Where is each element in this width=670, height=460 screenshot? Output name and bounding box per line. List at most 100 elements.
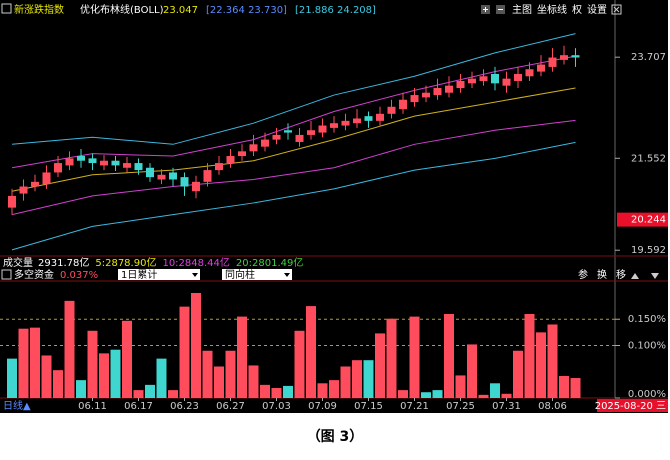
y-tick-label: 0.000%: [628, 389, 666, 400]
bar: [122, 320, 132, 398]
panel-value: 0.037%: [60, 270, 98, 281]
date-label: 2025-08-20 三: [595, 401, 666, 412]
volume-label: 成交量: [3, 256, 33, 269]
y-tick-label: 0.150%: [628, 314, 666, 325]
toolbar-button[interactable]: 换: [597, 268, 607, 281]
x-tick-label: 06.27: [216, 401, 245, 412]
candle-body: [123, 163, 131, 168]
bar: [467, 344, 477, 398]
candle-body: [272, 134, 281, 140]
candle-body: [364, 116, 373, 121]
x-tick-label: 07.09: [308, 401, 337, 412]
x-tick-label: 08.06: [538, 401, 567, 412]
bar: [444, 313, 454, 398]
candle-body: [410, 95, 419, 103]
zoom-in-glyph: [483, 7, 488, 12]
candle-body: [111, 160, 120, 166]
boll-line: [11, 33, 576, 145]
bar: [179, 306, 190, 398]
candle-body: [42, 172, 51, 185]
x-tick-label: 06.17: [124, 401, 153, 412]
legend-value: 23.047: [163, 5, 198, 16]
candle-body: [215, 163, 223, 171]
close-icon[interactable]: [611, 4, 622, 15]
candle-body: [134, 163, 143, 171]
bar: [214, 366, 224, 398]
volume-value: 5:2878.90亿: [95, 256, 156, 269]
bar: [7, 358, 17, 398]
bar: [455, 375, 466, 398]
candle-body: [456, 80, 465, 89]
candle-body: [238, 151, 246, 157]
bar: [559, 375, 569, 398]
bar: [570, 378, 581, 398]
volume-value: 10:2848.44亿: [162, 256, 229, 269]
bar: [398, 390, 408, 398]
bar: [306, 306, 316, 398]
candle-body: [192, 181, 200, 192]
bar: [248, 365, 259, 398]
candle-body: [65, 158, 74, 166]
down-icon[interactable]: [651, 273, 659, 279]
candle-body: [77, 156, 85, 161]
candle-body: [8, 195, 16, 208]
toolbar-button[interactable]: 坐标线: [537, 3, 567, 16]
toolbar-button[interactable]: 设置: [587, 4, 607, 16]
candle-body: [445, 85, 453, 93]
candle-body: [399, 99, 407, 110]
dropdown[interactable]: [118, 269, 200, 280]
bar: [524, 313, 535, 398]
candle-body: [180, 177, 189, 187]
bar: [156, 358, 167, 398]
bar: [547, 324, 558, 398]
period-label[interactable]: 日线▲: [3, 399, 31, 412]
bar: [191, 292, 201, 398]
candle-body: [341, 120, 350, 126]
candle-body: [514, 73, 522, 81]
candle-body: [88, 158, 97, 164]
dropdown-label[interactable]: 1日累计: [121, 268, 157, 281]
candle-body: [353, 118, 361, 124]
y-tick-label: 23.707: [631, 52, 666, 63]
dropdown-arrow: [284, 273, 290, 277]
candle-body: [433, 88, 442, 96]
bar: [340, 366, 351, 398]
candle-body: [387, 106, 396, 114]
dropdown-arrow: [192, 273, 198, 277]
boll-line: [11, 119, 576, 216]
candle-body: [100, 160, 108, 166]
bar: [76, 380, 86, 398]
dropdown-label[interactable]: 同向柱: [225, 268, 255, 281]
candle-body: [479, 76, 488, 81]
volume-value: 20:2801.49亿: [236, 256, 303, 269]
candle-body: [537, 64, 545, 72]
candle-body: [284, 130, 292, 133]
candle-body: [330, 123, 338, 128]
toolbar-button[interactable]: 移: [616, 268, 626, 281]
bar: [501, 393, 512, 398]
toolbar-button[interactable]: 权: [572, 3, 582, 16]
toolbar-button[interactable]: 主图: [512, 4, 532, 16]
candle-body: [376, 113, 384, 121]
volume-value: 2931.78亿: [38, 256, 89, 269]
candle-body: [307, 130, 315, 135]
bar: [386, 318, 397, 398]
dropdown[interactable]: [222, 269, 292, 280]
toolbar-button[interactable]: 参: [578, 268, 588, 281]
candle-body: [502, 78, 511, 86]
candle-body: [318, 125, 327, 133]
candle-body: [548, 57, 557, 67]
bar: [145, 384, 155, 398]
bar: [536, 332, 546, 398]
up-icon[interactable]: [631, 273, 639, 279]
indicator-name: 新涨跌指数: [14, 3, 64, 16]
bar: [133, 390, 144, 398]
candle-body: [571, 55, 580, 58]
bar: [41, 355, 52, 398]
help-icon[interactable]: [1, 3, 12, 14]
boll-line: [11, 55, 576, 169]
bar: [202, 350, 213, 398]
candle-body: [226, 156, 235, 164]
help-icon[interactable]: [1, 269, 12, 280]
legend-value: [21.886 24.208]: [295, 5, 376, 16]
